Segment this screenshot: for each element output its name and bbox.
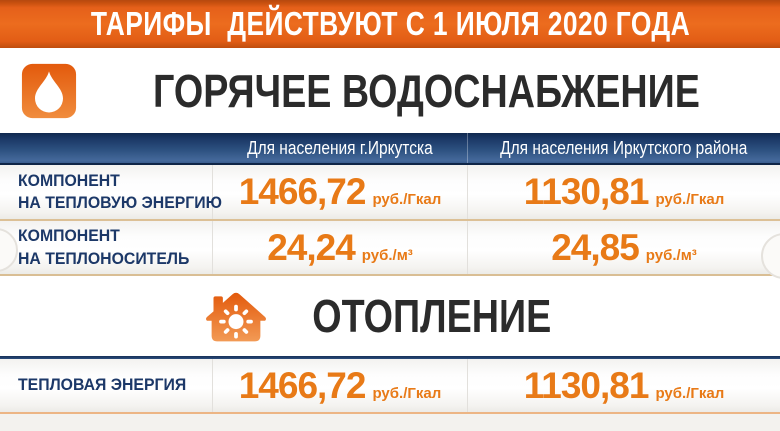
row-label-line1: КОМПОНЕНТ xyxy=(18,170,120,190)
tariff-unit: руб./Гкал xyxy=(372,191,442,208)
tariff-cell-district: 1130,81 руб./Гкал xyxy=(467,359,780,412)
tariff-number: 1130,81 xyxy=(523,171,650,212)
table-row-heat-energy-component: КОМПОНЕНТ НА ТЕПЛОВУЮ ЭНЕРГИЮ 1466,72 ру… xyxy=(0,165,780,221)
row-label-line1: КОМПОНЕНТ xyxy=(18,226,120,246)
tariff-value-district: 1130,81 руб./Гкал xyxy=(524,171,725,213)
row-label-line1: ТЕПЛОВАЯ ЭНЕРГИЯ xyxy=(18,375,187,395)
row-label-line2: НА ТЕПЛОВУЮ ЭНЕРГИЮ xyxy=(18,193,222,212)
row-label-line2: НА ТЕПЛОНОСИТЕЛЬ xyxy=(18,248,190,268)
column-header-irkutsk-label: Для населения г.Иркутска xyxy=(246,137,433,158)
heating-section: ОТОПЛЕНИЕ xyxy=(0,276,780,356)
tariff-number: 1466,72 xyxy=(238,364,367,406)
tariff-number: 24,24 xyxy=(267,226,356,268)
hot-water-title: ГОРЯЧЕЕ ВОДОСНАБЖЕНИЕ xyxy=(152,64,700,117)
table-header-spacer xyxy=(0,133,212,163)
tariff-unit: руб./Гкал xyxy=(655,191,725,208)
column-header-district-label: Для населения Иркутского района xyxy=(500,137,748,158)
tariff-cell-district: 24,85 руб./м³ xyxy=(467,221,780,274)
tariff-value-district: 24,85 руб./м³ xyxy=(551,227,697,269)
house-sun-icon xyxy=(202,286,270,346)
tariff-number: 1466,72 xyxy=(238,171,367,212)
column-header-irkutsk: Для населения г.Иркутска xyxy=(212,133,467,163)
tariff-unit: руб./Гкал xyxy=(655,384,725,402)
water-drop-icon xyxy=(21,63,77,119)
row-label: КОМПОНЕНТ НА ТЕПЛОВУЮ ЭНЕРГИЮ xyxy=(0,165,222,219)
tariff-cell-irkutsk: 24,24 руб./м³ xyxy=(212,221,467,274)
footer-strip xyxy=(0,414,780,431)
table-row-heat-carrier-component: КОМПОНЕНТ НА ТЕПЛОНОСИТЕЛЬ 24,24 руб./м³… xyxy=(0,221,780,279)
row-label: КОМПОНЕНТ НА ТЕПЛОНОСИТЕЛЬ xyxy=(0,221,212,274)
tariff-cell-irkutsk: 1466,72 руб./Гкал xyxy=(212,359,467,412)
banner-title: ТАРИФЫ ДЕЙСТВУЮТ С 1 ИЮЛЯ 2020 ГОДА xyxy=(90,5,690,42)
tariff-unit: руб./м³ xyxy=(645,246,697,264)
tariff-value-district: 1130,81 руб./Гкал xyxy=(524,365,725,407)
tariff-unit: руб./Гкал xyxy=(372,384,442,402)
tariff-value-irkutsk: 1466,72 руб./Гкал xyxy=(239,365,442,407)
tariff-banner: ТАРИФЫ ДЕЙСТВУЮТ С 1 ИЮЛЯ 2020 ГОДА xyxy=(0,0,780,48)
hot-water-section: ГОРЯЧЕЕ ВОДОСНАБЖЕНИЕ xyxy=(0,48,780,133)
tariff-value-irkutsk: 1466,72 руб./Гкал xyxy=(239,171,442,213)
tariff-value-irkutsk: 24,24 руб./м³ xyxy=(267,227,413,269)
tariff-cell-district: 1130,81 руб./Гкал xyxy=(467,165,780,219)
table-header: Для населения г.Иркутска Для населения И… xyxy=(0,133,780,165)
tariff-unit: руб./м³ xyxy=(361,246,413,264)
tariff-number: 24,85 xyxy=(551,226,640,268)
heating-title: ОТОПЛЕНИЕ xyxy=(312,290,552,342)
table-row-heat-energy: ТЕПЛОВАЯ ЭНЕРГИЯ 1466,72 руб./Гкал 1130,… xyxy=(0,359,780,414)
row-label: ТЕПЛОВАЯ ЭНЕРГИЯ xyxy=(0,359,212,412)
section-divider xyxy=(0,356,780,359)
tariff-number: 1130,81 xyxy=(523,364,650,406)
tariff-cell-irkutsk: 1466,72 руб./Гкал xyxy=(212,165,467,219)
column-header-district: Для населения Иркутского района xyxy=(467,133,780,163)
